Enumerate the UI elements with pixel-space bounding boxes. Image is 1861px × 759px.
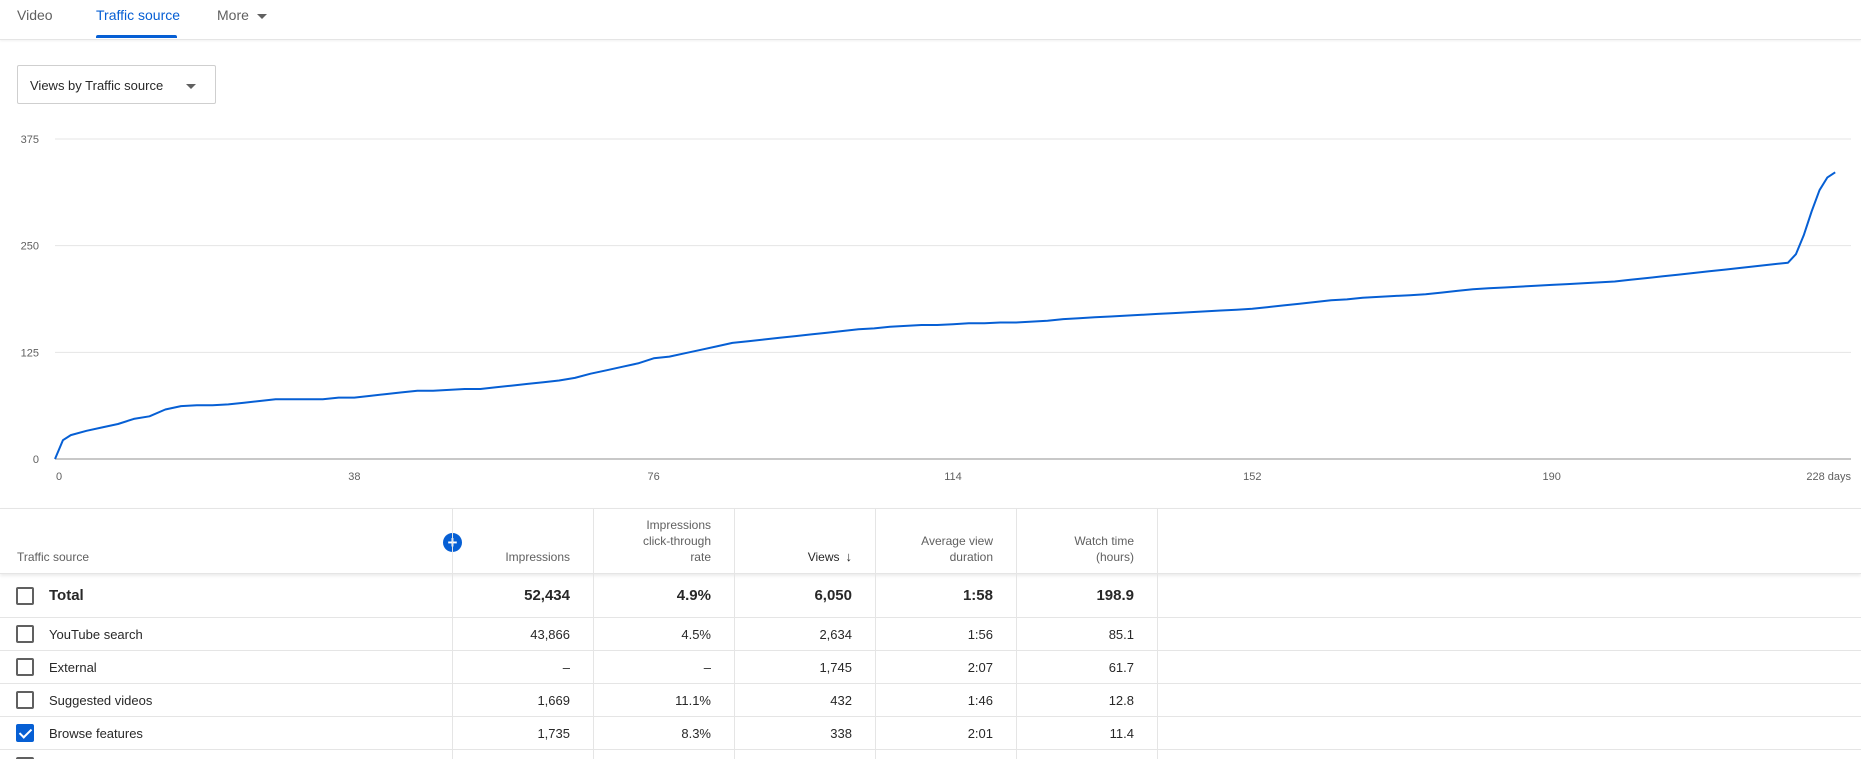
tab-more-label: More [217, 7, 249, 23]
row-name: Total [49, 587, 84, 604]
total-checkbox[interactable] [16, 587, 34, 605]
header-avg-line2: duration [949, 550, 993, 564]
tab-video[interactable]: Video [17, 7, 53, 23]
row-checkbox-checked[interactable] [16, 724, 34, 742]
row-name[interactable]: YouTube search [49, 627, 143, 642]
header-ctr-line3: rate [690, 550, 711, 564]
row-checkbox[interactable] [16, 658, 34, 676]
header-watch-line2: (hours) [1095, 550, 1134, 564]
table-row: Browse features 1,735 8.3% 338 2:01 11.4 [0, 717, 1861, 750]
cell-avg-duration: 1:58 [962, 587, 993, 604]
x-tick-label: 114 [944, 471, 962, 483]
header-views-label: Views [807, 550, 840, 564]
column-divider [1157, 508, 1158, 759]
row-name[interactable]: Browse features [49, 726, 143, 741]
x-tick-label: 38 [348, 471, 360, 483]
x-tick-label: 0 [56, 471, 62, 483]
header-impressions[interactable]: Impressions [505, 550, 570, 564]
cell-avg-duration: 1:56 [967, 627, 993, 642]
cell-avg-duration: 1:46 [967, 693, 993, 708]
header-ctr-line1: Impressions [646, 518, 711, 532]
tab-bar: Video Traffic source More [0, 0, 1861, 40]
cell-views: 2,634 [819, 627, 852, 642]
row-name[interactable]: External [49, 660, 97, 675]
cell-watch-time: 12.8 [1108, 693, 1134, 708]
column-divider [875, 508, 876, 759]
header-ctr[interactable]: Impressions click-through rate [643, 517, 711, 565]
cell-ctr: 8.3% [681, 726, 711, 741]
views-line-chart: 0 125 250 375 0 38 76 114 152 190 228 days [21, 134, 1852, 483]
metric-dropdown-label: Views by Traffic source [30, 78, 164, 93]
cell-impressions: – [562, 660, 570, 675]
series-line-0 [54, 171, 1836, 460]
table-row-total: Total 52,434 4.9% 6,050 1:58 198.9 [0, 574, 1861, 618]
table-row: Suggested videos 1,669 11.1% 432 1:46 12… [0, 684, 1861, 717]
row-checkbox[interactable] [16, 625, 34, 643]
cell-ctr: 4.5% [681, 627, 711, 642]
table-header: Traffic source + Impressions Impressions… [0, 508, 1861, 574]
caret-down-icon [186, 84, 196, 89]
x-tick-label: 76 [648, 471, 660, 483]
x-tick-label: 190 [1542, 471, 1560, 483]
cell-avg-duration: 2:07 [967, 660, 993, 675]
y-tick-label: 125 [21, 347, 39, 359]
cell-watch-time: 11.4 [1109, 726, 1134, 741]
table-row [0, 750, 1861, 759]
table-row: External – – 1,745 2:07 61.7 [0, 651, 1861, 684]
column-divider [593, 508, 594, 759]
header-watch-time[interactable]: Watch time (hours) [1074, 533, 1134, 565]
traffic-source-table: Traffic source + Impressions Impressions… [0, 508, 1861, 759]
cell-watch-time: 61.7 [1108, 660, 1134, 675]
row-checkbox[interactable] [16, 691, 34, 709]
cell-views: 432 [830, 693, 852, 708]
tab-more[interactable]: More [217, 7, 267, 23]
row-checkbox[interactable] [16, 757, 34, 759]
cell-avg-duration: 2:01 [967, 726, 993, 741]
y-tick-label: 250 [21, 241, 39, 253]
cell-impressions: 1,735 [537, 726, 570, 741]
column-divider [734, 508, 735, 759]
header-watch-line1: Watch time [1074, 534, 1134, 548]
tab-traffic-source[interactable]: Traffic source [96, 7, 181, 23]
column-divider [452, 508, 453, 759]
sort-down-arrow-icon: ↓ [845, 549, 853, 564]
header-avg-line1: Average view [921, 534, 993, 548]
table-row: YouTube search 43,866 4.5% 2,634 1:56 85… [0, 618, 1861, 651]
cell-impressions: 43,866 [530, 627, 570, 642]
header-avg-duration[interactable]: Average view duration [921, 533, 993, 565]
cell-watch-time: 85.1 [1108, 627, 1134, 642]
cell-ctr: – [703, 660, 711, 675]
metric-dropdown[interactable]: Views by Traffic source [17, 65, 216, 104]
cell-views: 6,050 [814, 587, 852, 604]
column-divider [1016, 508, 1017, 759]
x-tick-label: 152 [1243, 471, 1261, 483]
y-tick-label: 0 [33, 454, 39, 466]
header-traffic-source[interactable]: Traffic source [17, 550, 90, 564]
header-views[interactable]: Views ↓ [808, 549, 852, 565]
cell-views: 338 [830, 726, 852, 741]
cell-watch-time: 198.9 [1096, 587, 1134, 604]
cell-views: 1,745 [819, 660, 852, 675]
cell-ctr: 4.9% [676, 587, 711, 604]
y-tick-label: 375 [21, 134, 39, 146]
cell-impressions: 1,669 [537, 693, 570, 708]
row-name[interactable]: Suggested videos [49, 693, 153, 708]
x-tick-label: 228 days [1806, 471, 1851, 483]
caret-down-icon [256, 13, 267, 19]
cell-impressions: 52,434 [524, 587, 570, 604]
active-tab-indicator [96, 35, 177, 38]
cell-ctr: 11.1% [675, 693, 711, 708]
header-ctr-line2: click-through [642, 534, 711, 548]
